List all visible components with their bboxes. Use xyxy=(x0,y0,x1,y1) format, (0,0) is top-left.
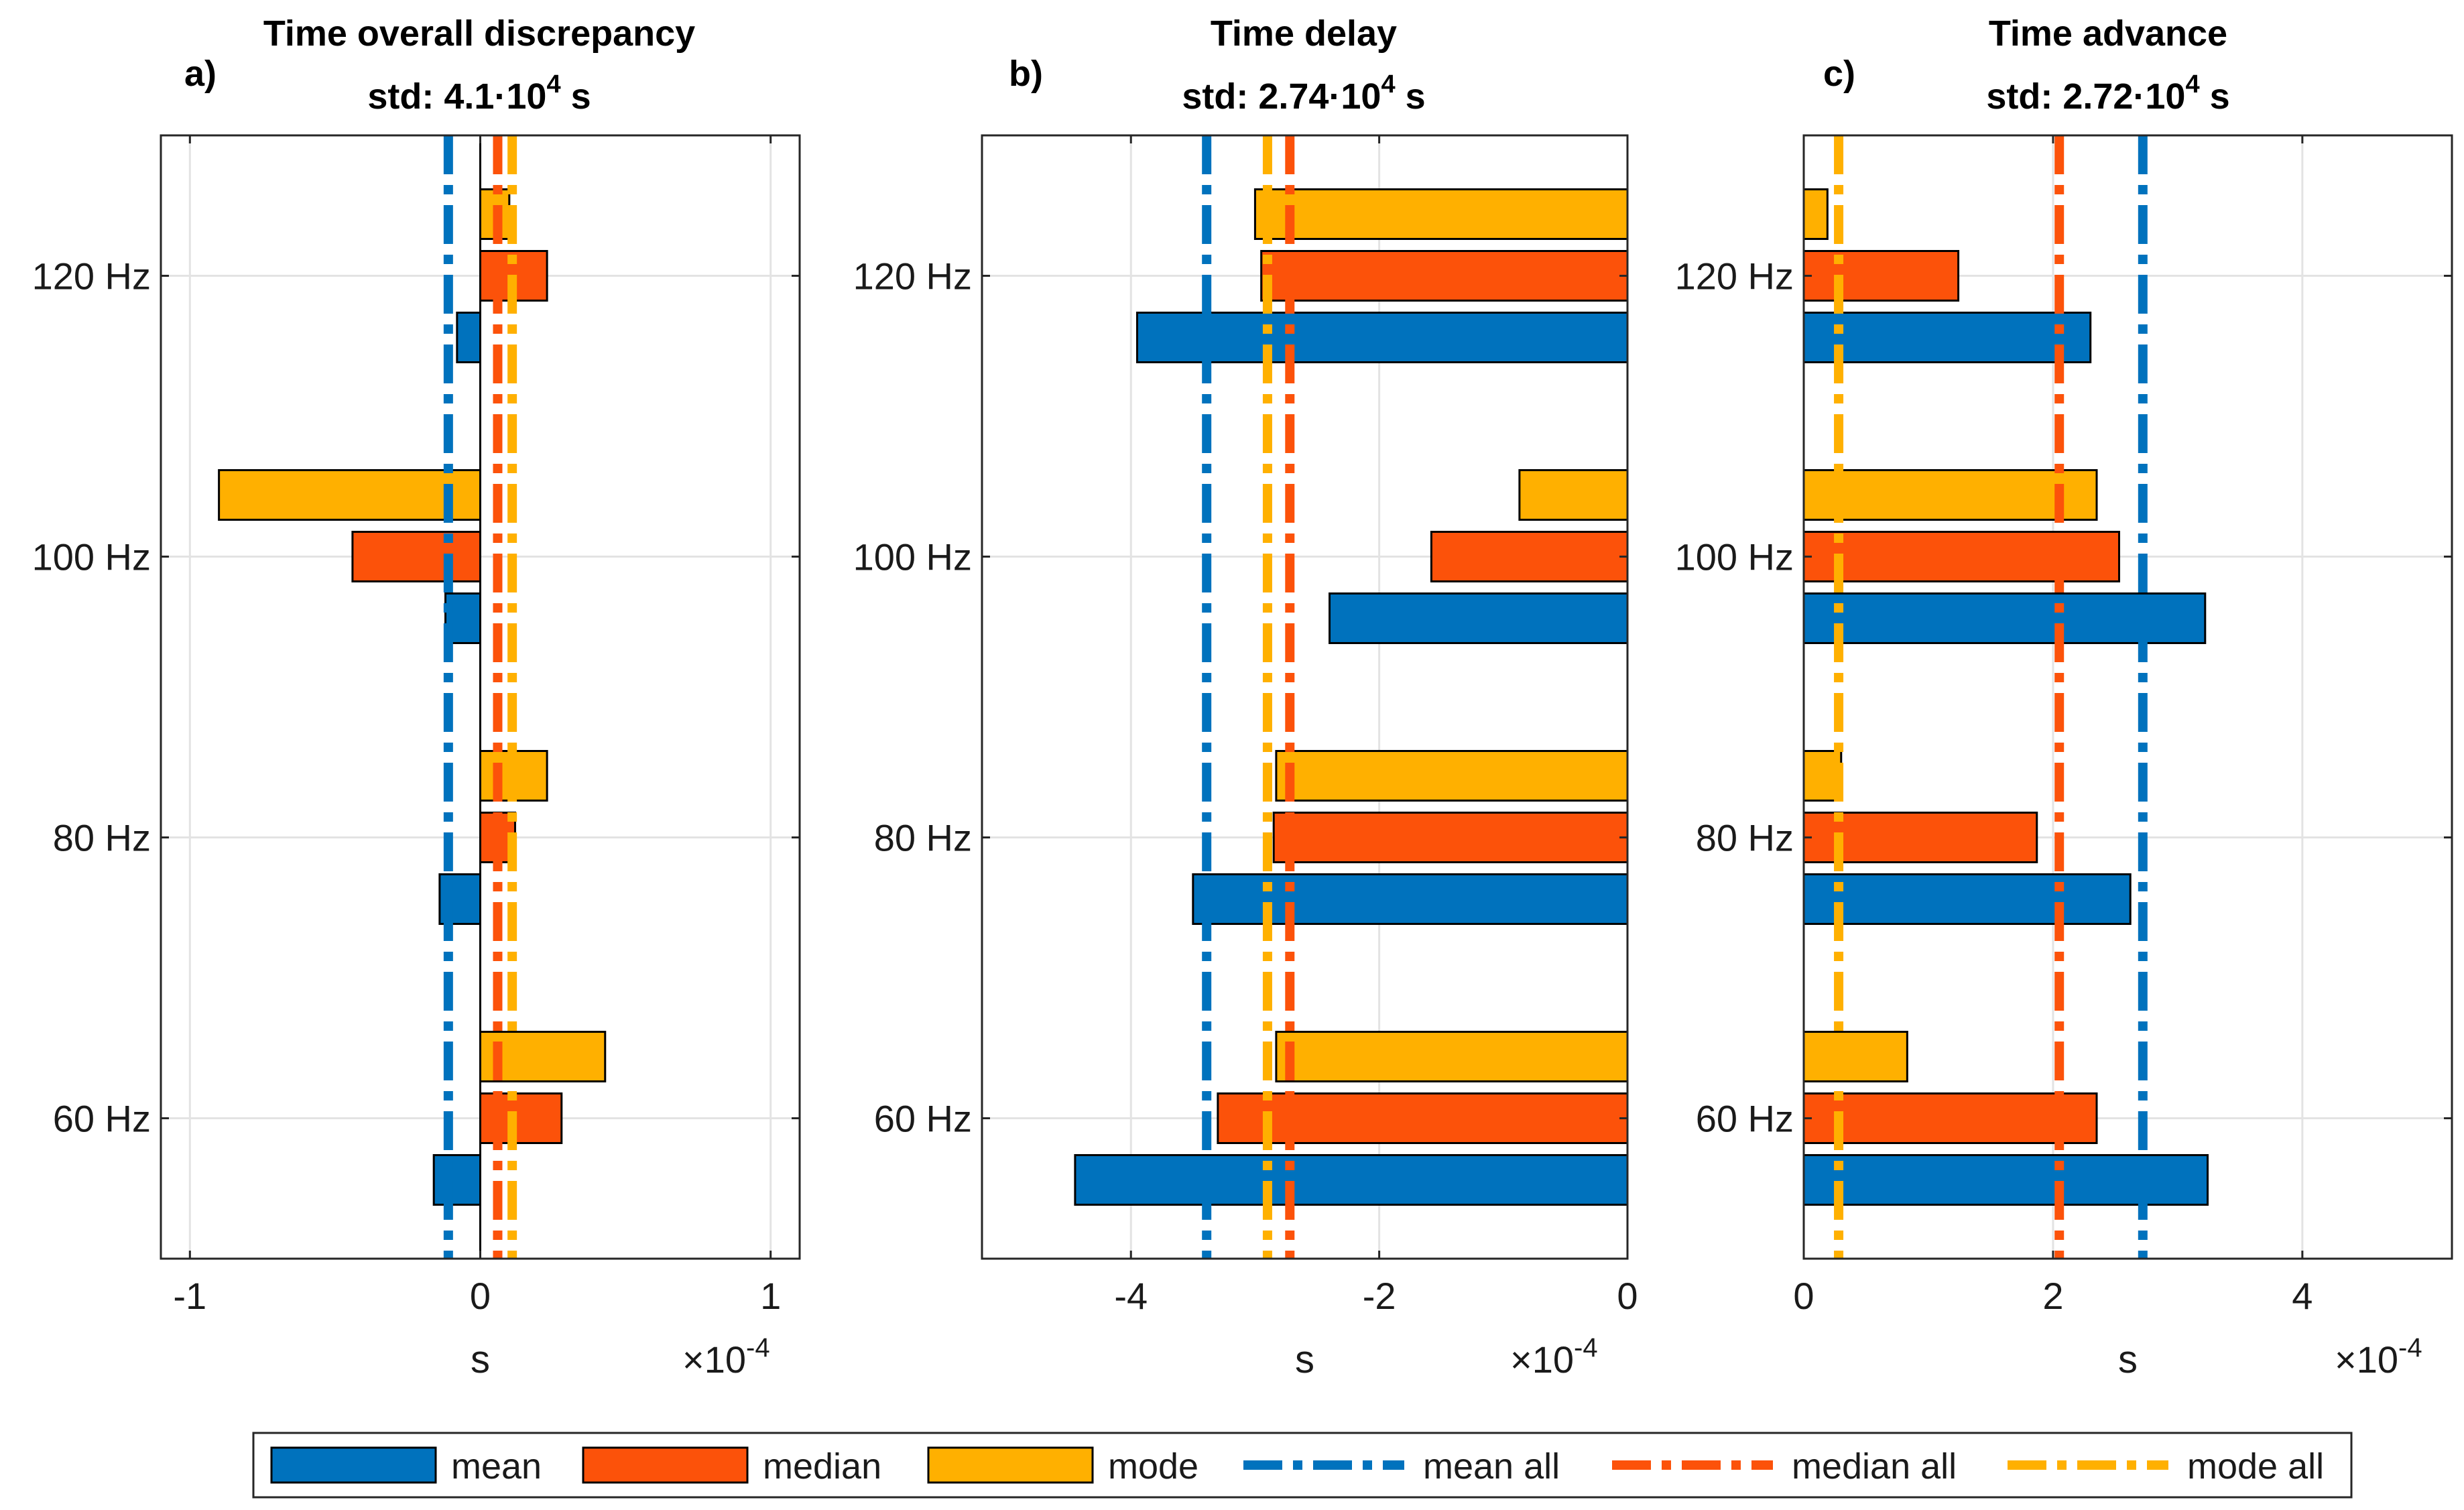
bar-mean-120 xyxy=(1135,312,1629,363)
bar-mean-120 xyxy=(456,312,482,363)
bar-mode-60 xyxy=(1275,1031,1629,1082)
y-tick-label: 120 Hz xyxy=(32,255,151,298)
bar-mode-120 xyxy=(1253,188,1629,240)
bar-mode-120 xyxy=(1802,188,1829,240)
legend-entry-median: median xyxy=(582,1446,881,1487)
y-tick-label: 80 Hz xyxy=(874,817,972,859)
x-multiplier: ×10-4 xyxy=(2335,1333,2422,1381)
bar-median-60 xyxy=(1802,1092,2098,1144)
bar-mode-60 xyxy=(1802,1031,1908,1082)
panel-1: -1 0 1 60 Hz 80 Hz 100 Hz 120 Hz s ×10-4 a) Time o… xyxy=(32,13,801,1381)
y-tick-label: 100 Hz xyxy=(853,536,972,578)
x-tick-label: 0 xyxy=(470,1275,491,1317)
legend-swatch-mode xyxy=(927,1446,1094,1484)
bar-median-120 xyxy=(1802,250,1960,302)
y-tick-label: 100 Hz xyxy=(32,536,151,578)
legend-label: mean xyxy=(451,1446,542,1487)
panel-3: 0 2 4 60 Hz 80 Hz 100 Hz 120 Hz s ×10-4 c) Time ad… xyxy=(1675,13,2453,1381)
legend: mean median mode mean all median all mode all xyxy=(252,1432,2353,1499)
bar-mean-120 xyxy=(1802,312,2092,363)
legend-entry-mean: mean xyxy=(270,1446,542,1487)
bar-mode-100 xyxy=(1802,469,2098,521)
legend-label: median xyxy=(763,1446,881,1487)
legend-entry-mode-all: mode all xyxy=(2008,1446,2324,1487)
bar-median-100 xyxy=(1802,531,2120,582)
x-multiplier: ×10-4 xyxy=(1510,1333,1598,1381)
bar-median-100 xyxy=(351,531,482,582)
y-tick-label: 80 Hz xyxy=(53,817,151,859)
bar-mean-100 xyxy=(1329,592,1629,644)
legend-label: mode xyxy=(1108,1446,1198,1487)
panel-subtitle: std: 4.1·104 s xyxy=(367,70,591,117)
legend-swatch-mean xyxy=(270,1446,437,1484)
bar-mode-80 xyxy=(1275,750,1629,802)
x-tick-label: 4 xyxy=(2292,1275,2313,1317)
x-tick-label: 1 xyxy=(760,1275,781,1317)
panel-2: -4 -2 0 60 Hz 80 Hz 100 Hz 120 Hz s ×10-4 b) Time … xyxy=(853,13,1638,1381)
x-tick-label: 0 xyxy=(1793,1275,1814,1317)
x-multiplier: ×10-4 xyxy=(682,1333,770,1381)
y-tick-label: 100 Hz xyxy=(1675,536,1794,578)
axes-box xyxy=(1802,134,2453,1260)
legend-entry-mean-all: mean all xyxy=(1243,1446,1560,1487)
panel-label: a) xyxy=(184,54,217,94)
y-tick-label: 120 Hz xyxy=(853,255,972,298)
bar-median-100 xyxy=(1430,531,1629,582)
panel-subtitle: std: 2.74·104 s xyxy=(1182,70,1425,117)
legend-label: mean all xyxy=(1423,1446,1560,1487)
x-tick-label: -4 xyxy=(1114,1275,1148,1317)
legend-entry-median-all: median all xyxy=(1612,1446,1957,1487)
bar-median-60 xyxy=(479,1092,563,1144)
x-axis-label: s xyxy=(1295,1338,1314,1381)
panel-title: Time overall discrepancy xyxy=(263,13,695,54)
panel-label: c) xyxy=(1823,54,1855,94)
bar-mode-100 xyxy=(218,469,481,521)
y-tick-label: 120 Hz xyxy=(1675,255,1794,298)
x-axis-label: s xyxy=(471,1338,490,1381)
y-tick-label: 80 Hz xyxy=(1696,817,1794,859)
legend-entry-mode: mode xyxy=(927,1446,1198,1487)
panel-label: b) xyxy=(1009,54,1043,94)
legend-label: median all xyxy=(1792,1446,1957,1487)
y-tick-label: 60 Hz xyxy=(874,1098,972,1140)
y-tick-label: 60 Hz xyxy=(53,1098,151,1140)
bar-mean-80 xyxy=(1802,873,2132,925)
panel-title: Time advance xyxy=(1989,13,2227,54)
x-tick-label: 2 xyxy=(2042,1275,2063,1317)
bar-mean-60 xyxy=(432,1154,482,1206)
axes-box xyxy=(981,134,1629,1260)
legend-label: mode all xyxy=(2187,1446,2324,1487)
x-tick-label: -2 xyxy=(1363,1275,1396,1317)
bar-median-60 xyxy=(1217,1092,1629,1144)
bar-median-120 xyxy=(1260,250,1629,302)
x-tick-label: 0 xyxy=(1617,1275,1638,1317)
panel-subtitle: std: 2.72·104 s xyxy=(1986,70,2229,117)
x-tick-label: -1 xyxy=(173,1275,206,1317)
legend-swatch-median xyxy=(582,1446,749,1484)
x-axis-label: s xyxy=(2118,1338,2138,1381)
bar-mean-60 xyxy=(1074,1154,1629,1206)
bar-mean-80 xyxy=(1192,873,1629,925)
bar-median-80 xyxy=(1272,812,1629,863)
bar-mode-100 xyxy=(1518,469,1629,521)
y-tick-label: 60 Hz xyxy=(1696,1098,1794,1140)
panel-title: Time delay xyxy=(1211,13,1397,54)
